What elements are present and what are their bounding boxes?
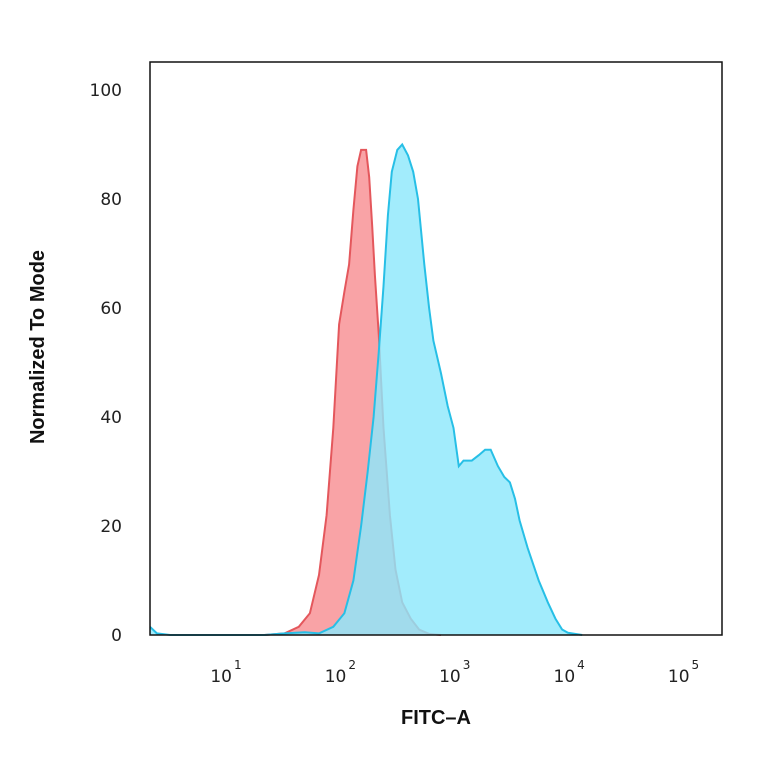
y-tick-label: 0 <box>111 626 122 646</box>
y-tick-label: 80 <box>100 190 122 210</box>
x-tick-base: 10 <box>439 667 461 687</box>
y-tick-label: 100 <box>90 81 122 101</box>
x-tick-base: 10 <box>668 667 690 687</box>
x-tick-label: 105 <box>668 658 699 687</box>
x-tick-base: 10 <box>554 667 576 687</box>
x-tick-exponent: 5 <box>692 658 700 672</box>
y-axis-ticks: 0 20 40 60 80 100 <box>90 81 122 646</box>
x-tick-label: 104 <box>554 658 585 687</box>
y-tick-label: 40 <box>100 408 122 428</box>
x-tick-label: 102 <box>325 658 356 687</box>
histogram-fill-1 <box>264 149 441 635</box>
histogram-line-2 <box>149 142 583 636</box>
x-tick-base: 10 <box>325 667 347 687</box>
histogram-fill-2 <box>150 144 583 635</box>
x-tick-label: 101 <box>210 658 241 687</box>
x-tick-label: 103 <box>439 658 470 687</box>
x-tick-base: 10 <box>210 667 232 687</box>
x-tick-exponent: 2 <box>348 658 356 672</box>
x-tick-exponent: 1 <box>234 658 242 672</box>
x-tick-exponent: 4 <box>577 658 585 672</box>
y-tick-label: 60 <box>100 299 122 319</box>
series-layer <box>149 142 583 636</box>
y-axis-title: Normalized To Mode <box>27 250 49 444</box>
plot-frame <box>149 61 723 636</box>
x-axis-title: FITC–A <box>401 707 471 729</box>
x-tick-exponent: 3 <box>463 658 471 672</box>
y-tick-label: 20 <box>100 517 122 537</box>
